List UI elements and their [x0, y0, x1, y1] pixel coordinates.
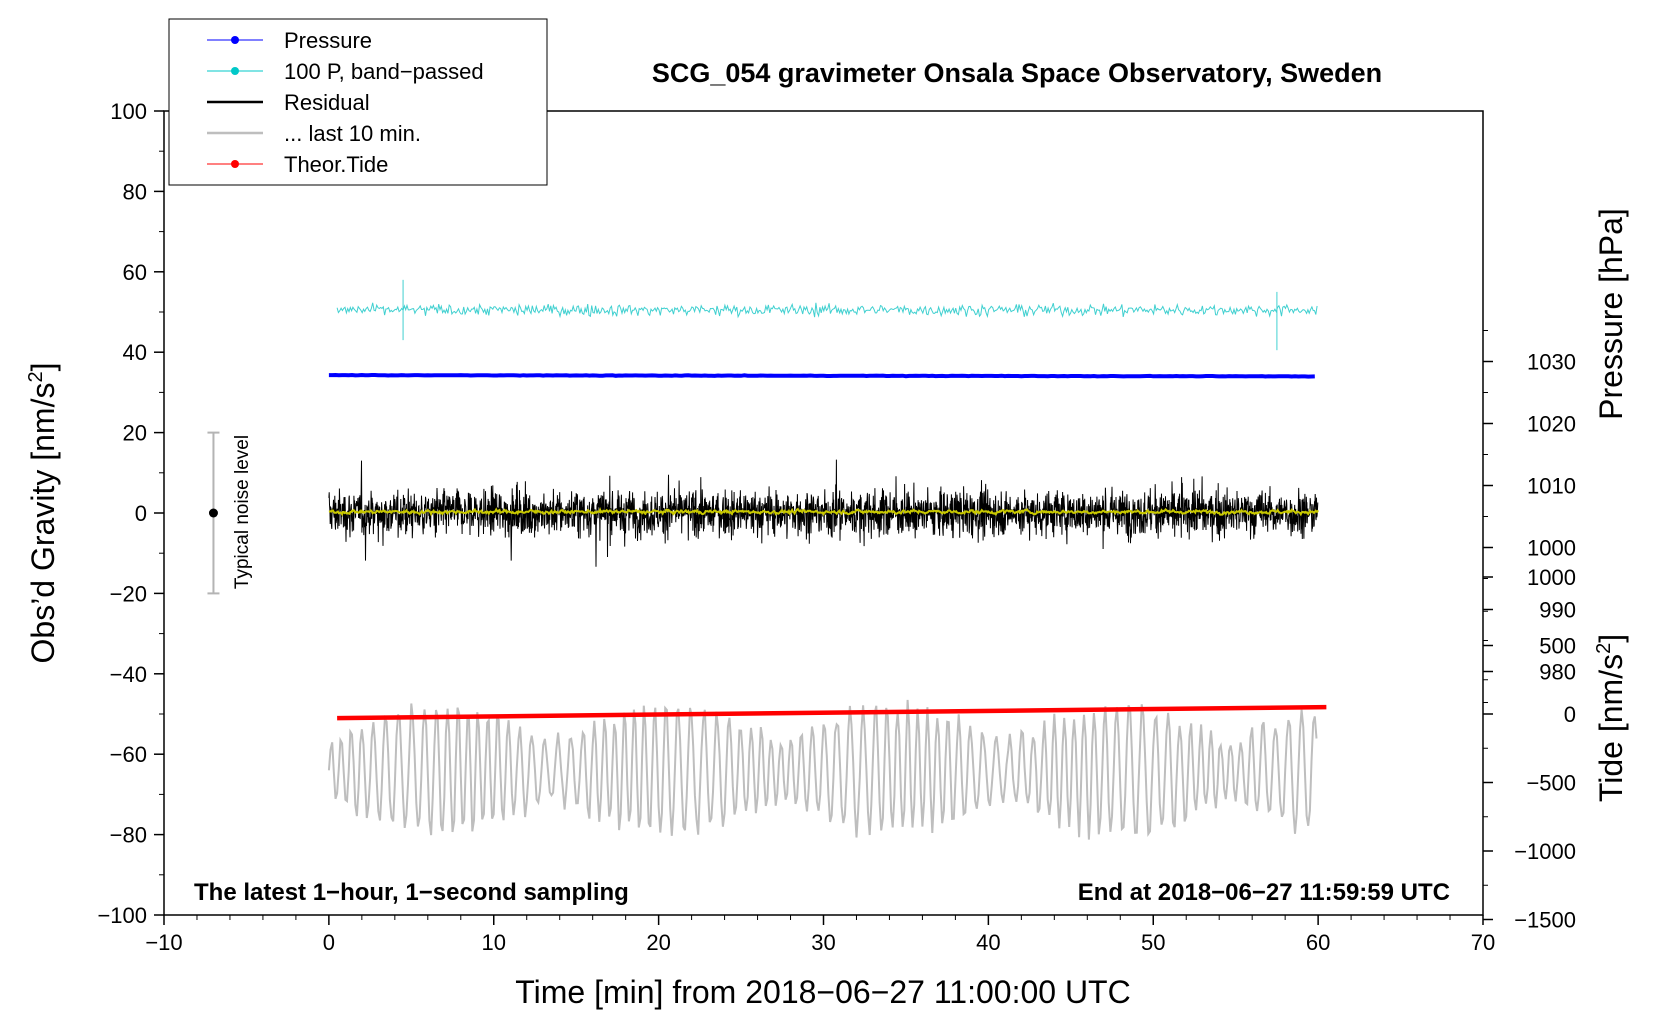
y-axis-label-pressure: Pressure [hPa] — [1593, 208, 1629, 420]
y-axis-label-gravity: Obs’d Gravity [nm/s2] — [25, 363, 61, 664]
legend-swatch-marker — [231, 36, 239, 44]
pressure-tick-label: 990 — [1539, 598, 1576, 623]
x-tick-label: 10 — [482, 930, 506, 955]
chart-title: SCG_054 gravimeter Onsala Space Observat… — [652, 58, 1382, 88]
noise-bar-label: Typical noise level — [232, 435, 253, 589]
series-pressure-line — [328, 372, 1315, 379]
pressure-tick-label: 1030 — [1527, 350, 1576, 375]
y-tick-label: 80 — [123, 179, 147, 204]
y-tick-label: 100 — [110, 99, 147, 124]
y-tick-label: 20 — [123, 421, 147, 446]
annotation-sampling: The latest 1−hour, 1−second sampling — [194, 879, 629, 906]
tide-tick-label: −500 — [1526, 771, 1576, 796]
tide-tick-label: −1000 — [1514, 839, 1576, 864]
series-theor-tide-line — [337, 704, 1327, 721]
x-tick-label: −10 — [145, 930, 182, 955]
y-tick-label: 60 — [123, 260, 147, 285]
series-layer — [327, 279, 1327, 840]
pressure-tick-label: 1020 — [1527, 412, 1576, 437]
axes-layer: −10 0 10 20 30 40 50 60 70−100−80−60−40−20020406… — [97, 99, 1576, 955]
series-bandpassed-line — [336, 302, 1318, 319]
legend-label: Residual — [284, 90, 370, 115]
x-tick-label: 40 — [976, 930, 1000, 955]
x-tick-label: 70 — [1471, 930, 1495, 955]
y-tick-label: 0 — [135, 501, 147, 526]
y-tick-label: 40 — [123, 340, 147, 365]
series-last-10-min-line — [327, 699, 1318, 840]
y-tick-label: −40 — [110, 662, 147, 687]
legend-items: Pressure 100 P, band−passed Residual ... la… — [207, 28, 484, 177]
series-residual-line — [328, 459, 1319, 567]
y-axis-label-tide: Tide [nm/s2] — [1593, 634, 1629, 802]
annotation-end-time: End at 2018−06−27 11:59:59 UTC — [1078, 879, 1450, 906]
y-axis-label-tide-superscript: 2 — [1593, 643, 1615, 654]
x-tick-label: 30 — [811, 930, 835, 955]
tide-tick-label: 1000 — [1527, 565, 1576, 590]
pressure-tick-label: 980 — [1539, 660, 1576, 685]
x-tick-label: 60 — [1306, 930, 1330, 955]
y-tick-label: −60 — [110, 742, 147, 767]
legend-swatch-marker — [231, 67, 239, 75]
y-tick-label: −100 — [97, 903, 147, 928]
x-tick-label: 50 — [1141, 930, 1165, 955]
legend-label: Theor.Tide — [284, 152, 388, 177]
pressure-tick-label: 1000 — [1527, 536, 1576, 561]
legend-label: ... last 10 min. — [284, 121, 421, 146]
legend-label: Pressure — [284, 28, 372, 53]
pressure-tick-label: 1010 — [1527, 474, 1576, 499]
x-tick-label: 20 — [646, 930, 670, 955]
y-tick-label: −80 — [110, 823, 147, 848]
y-tick-label: −20 — [110, 581, 147, 606]
legend: Pressure 100 P, band−passed Residual ... la… — [168, 18, 548, 186]
noise-bar-center-dot — [208, 508, 218, 518]
legend-label: 100 P, band−passed — [284, 59, 484, 84]
tide-tick-label: 500 — [1539, 634, 1576, 659]
noise-bar — [207, 431, 220, 595]
tide-tick-label: −1500 — [1514, 908, 1576, 933]
legend-swatch-marker — [231, 160, 239, 168]
y-axis-label-gravity-superscript: 2 — [25, 371, 47, 382]
tide-tick-label: 0 — [1564, 702, 1576, 727]
series-residual-smoothed-line — [328, 507, 1319, 517]
x-tick-label: 0 — [323, 930, 335, 955]
x-axis-label: Time [min] from 2018−06−27 11:00:00 UTC — [515, 974, 1130, 1010]
